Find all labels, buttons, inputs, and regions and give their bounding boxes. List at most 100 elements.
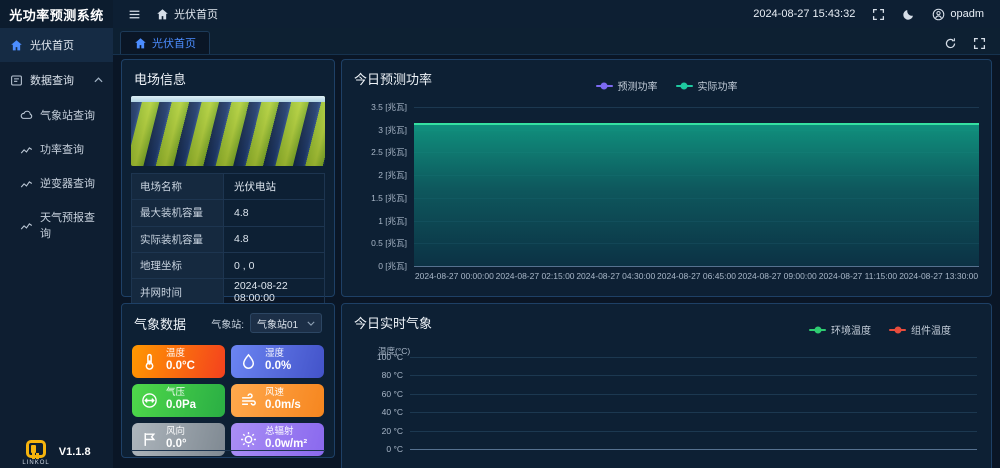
ambient-temp-marker [809,326,826,333]
chevron-down-icon [307,321,315,326]
sidebar-item-weather-station-query[interactable]: 气象站查询 [0,98,113,132]
legend-item-actual[interactable]: 实际功率 [675,78,738,93]
refresh-icon[interactable] [943,36,957,50]
y-tick: 20 °C [381,425,403,436]
legend-item-forecast[interactable]: 预测功率 [595,78,658,93]
x-axis-labels: 2024-08-27 00:00:00 2024-08-27 02:15:00 … [414,271,979,281]
sidebar-item-inverter-query[interactable]: 逆变器查询 [0,166,113,200]
y-tick: 3 [兆瓦] [378,124,407,135]
x-tick: 2024-08-27 11:15:00 [818,271,898,281]
line-chart-icon [20,219,33,232]
y-tick: 100 °C [376,352,403,362]
home-icon [10,39,23,52]
panel-title: 电场信息 [134,72,187,87]
table-row: 电场名称 光伏电站 [132,174,324,201]
tab-pv-home[interactable]: 光伏首页 [120,31,210,54]
gauge-icon [141,392,158,409]
weather-station-icon [20,109,33,122]
realtime-weather-panel: 今日实时气象 环境温度 组件温度 温度(°C) [341,303,992,468]
username: opadm [950,8,984,20]
sidebar-item-label: 逆变器查询 [40,178,95,190]
power-forecast-panel: 今日预测功率 预测功率 实际功率 [341,59,992,297]
table-row: 地理坐标 0 , 0 [132,252,324,280]
droplet-icon [240,353,257,370]
app-version: V1.1.8 [58,446,91,458]
y-axis-unit-label: 温度(°C) [378,346,411,356]
wind-direction-tile: 风向 0.0° [132,423,225,456]
sidebar: 光伏首页 数据查询 气象站查询 功率 [0,28,113,468]
realtime-chart-plot: 100 °C 80 °C 60 °C 40 °C 20 °C 0 °C [377,352,977,454]
linkol-logo-icon: LINKOL [22,440,49,466]
home-icon [134,37,147,50]
y-tick: 1.5 [兆瓦] [371,192,407,203]
y-tick: 2 [兆瓦] [378,170,407,181]
app-title: 光功率预测系统 [0,0,113,28]
y-tick: 3.5 [兆瓦] [371,102,407,112]
fullscreen-icon[interactable] [871,7,885,21]
y-tick: 1 [兆瓦] [378,215,407,226]
data-query-icon [10,74,23,87]
x-tick: 2024-08-27 09:00:00 [737,271,817,281]
table-row: 并网时间 2024-08-22 08:00:00 [132,279,324,306]
sidebar-item-label: 气象站查询 [40,110,95,122]
solar-field-photo [131,96,325,166]
sidebar-group-data-query[interactable]: 数据查询 [0,62,113,98]
station-label: 气象站: [211,319,244,331]
sun-icon [240,431,257,448]
power-chart-legend: 预测功率 实际功率 [595,78,738,93]
actual-power-area [414,122,979,266]
station-select[interactable]: 气象站01 [250,313,322,333]
y-tick: 80 °C [381,370,403,381]
y-tick: 0.5 [兆瓦] [371,238,407,249]
sidebar-item-power-query[interactable]: 功率查询 [0,132,113,166]
home-icon [155,7,169,21]
x-tick: 2024-08-27 04:30:00 [576,271,656,281]
humidity-tile: 湿度 0.0% [231,345,324,378]
datetime: 2024-08-27 15:43:32 [753,8,856,20]
sidebar-item-label: 天气预报查询 [40,212,95,240]
tabbar: 光伏首页 [113,28,1000,55]
expand-icon[interactable] [972,36,986,50]
line-chart-icon [20,143,33,156]
sidebar-group-label: 数据查询 [30,75,74,87]
panel-title: 今日实时气象 [354,316,433,331]
y-tick: 60 °C [381,388,403,399]
y-tick: 0 °C [386,444,403,454]
table-row: 最大装机容量 4.8 [132,200,324,227]
x-tick: 2024-08-27 13:30:00 [899,271,979,281]
logo-text: LINKOL [22,460,50,466]
field-info-panel: 电场信息 电场名称 光伏电站 最大装机容量 4.8 [121,59,335,307]
dark-mode-moon-icon[interactable] [901,7,915,21]
user-icon [931,7,945,21]
sidebar-item-label: 功率查询 [40,144,84,156]
panel-title: 今日预测功率 [354,72,433,87]
sidebar-footer: LINKOL V1.1.8 [0,440,113,468]
wind-icon [240,392,257,409]
topbar: 光功率预测系统 光伏首页 2024-08-27 15:43:32 [0,0,1000,28]
sidebar-item-weather-forecast-query[interactable]: 天气预报查询 [0,200,113,250]
weather-tiles: 温度 0.0°C 湿度 0.0% [122,337,334,466]
sidebar-item-label: 光伏首页 [30,40,74,52]
forecast-series-marker [595,82,613,89]
thermometer-icon [141,353,158,370]
actual-series-marker [675,82,693,89]
y-tick: 0 [兆瓦] [378,261,407,271]
sidebar-item-home[interactable]: 光伏首页 [0,28,113,62]
line-chart-icon [20,177,33,190]
panel-title: 气象数据 [134,316,187,332]
x-tick: 2024-08-27 06:45:00 [657,271,736,281]
user-menu[interactable]: opadm [931,7,984,21]
wind-speed-tile: 风速 0.0m/s [231,384,324,417]
module-temp-marker [889,326,906,333]
legend-item-module-temp[interactable]: 组件温度 [889,322,951,337]
menu-collapse-icon[interactable] [127,7,141,21]
y-tick: 2.5 [兆瓦] [371,147,407,158]
legend-item-ambient-temp[interactable]: 环境温度 [809,322,871,337]
total-radiation-tile: 总辐射 0.0w/m² [231,423,324,456]
breadcrumb[interactable]: 光伏首页 [155,6,218,22]
x-tick: 2024-08-27 02:15:00 [495,271,575,281]
table-row: 实际装机容量 4.8 [132,226,324,253]
chevron-up-icon [94,77,103,83]
field-info-table: 电场名称 光伏电站 最大装机容量 4.8 实际装机容量 4.8 地理坐标 [131,173,325,307]
tab-label: 光伏首页 [152,38,196,50]
